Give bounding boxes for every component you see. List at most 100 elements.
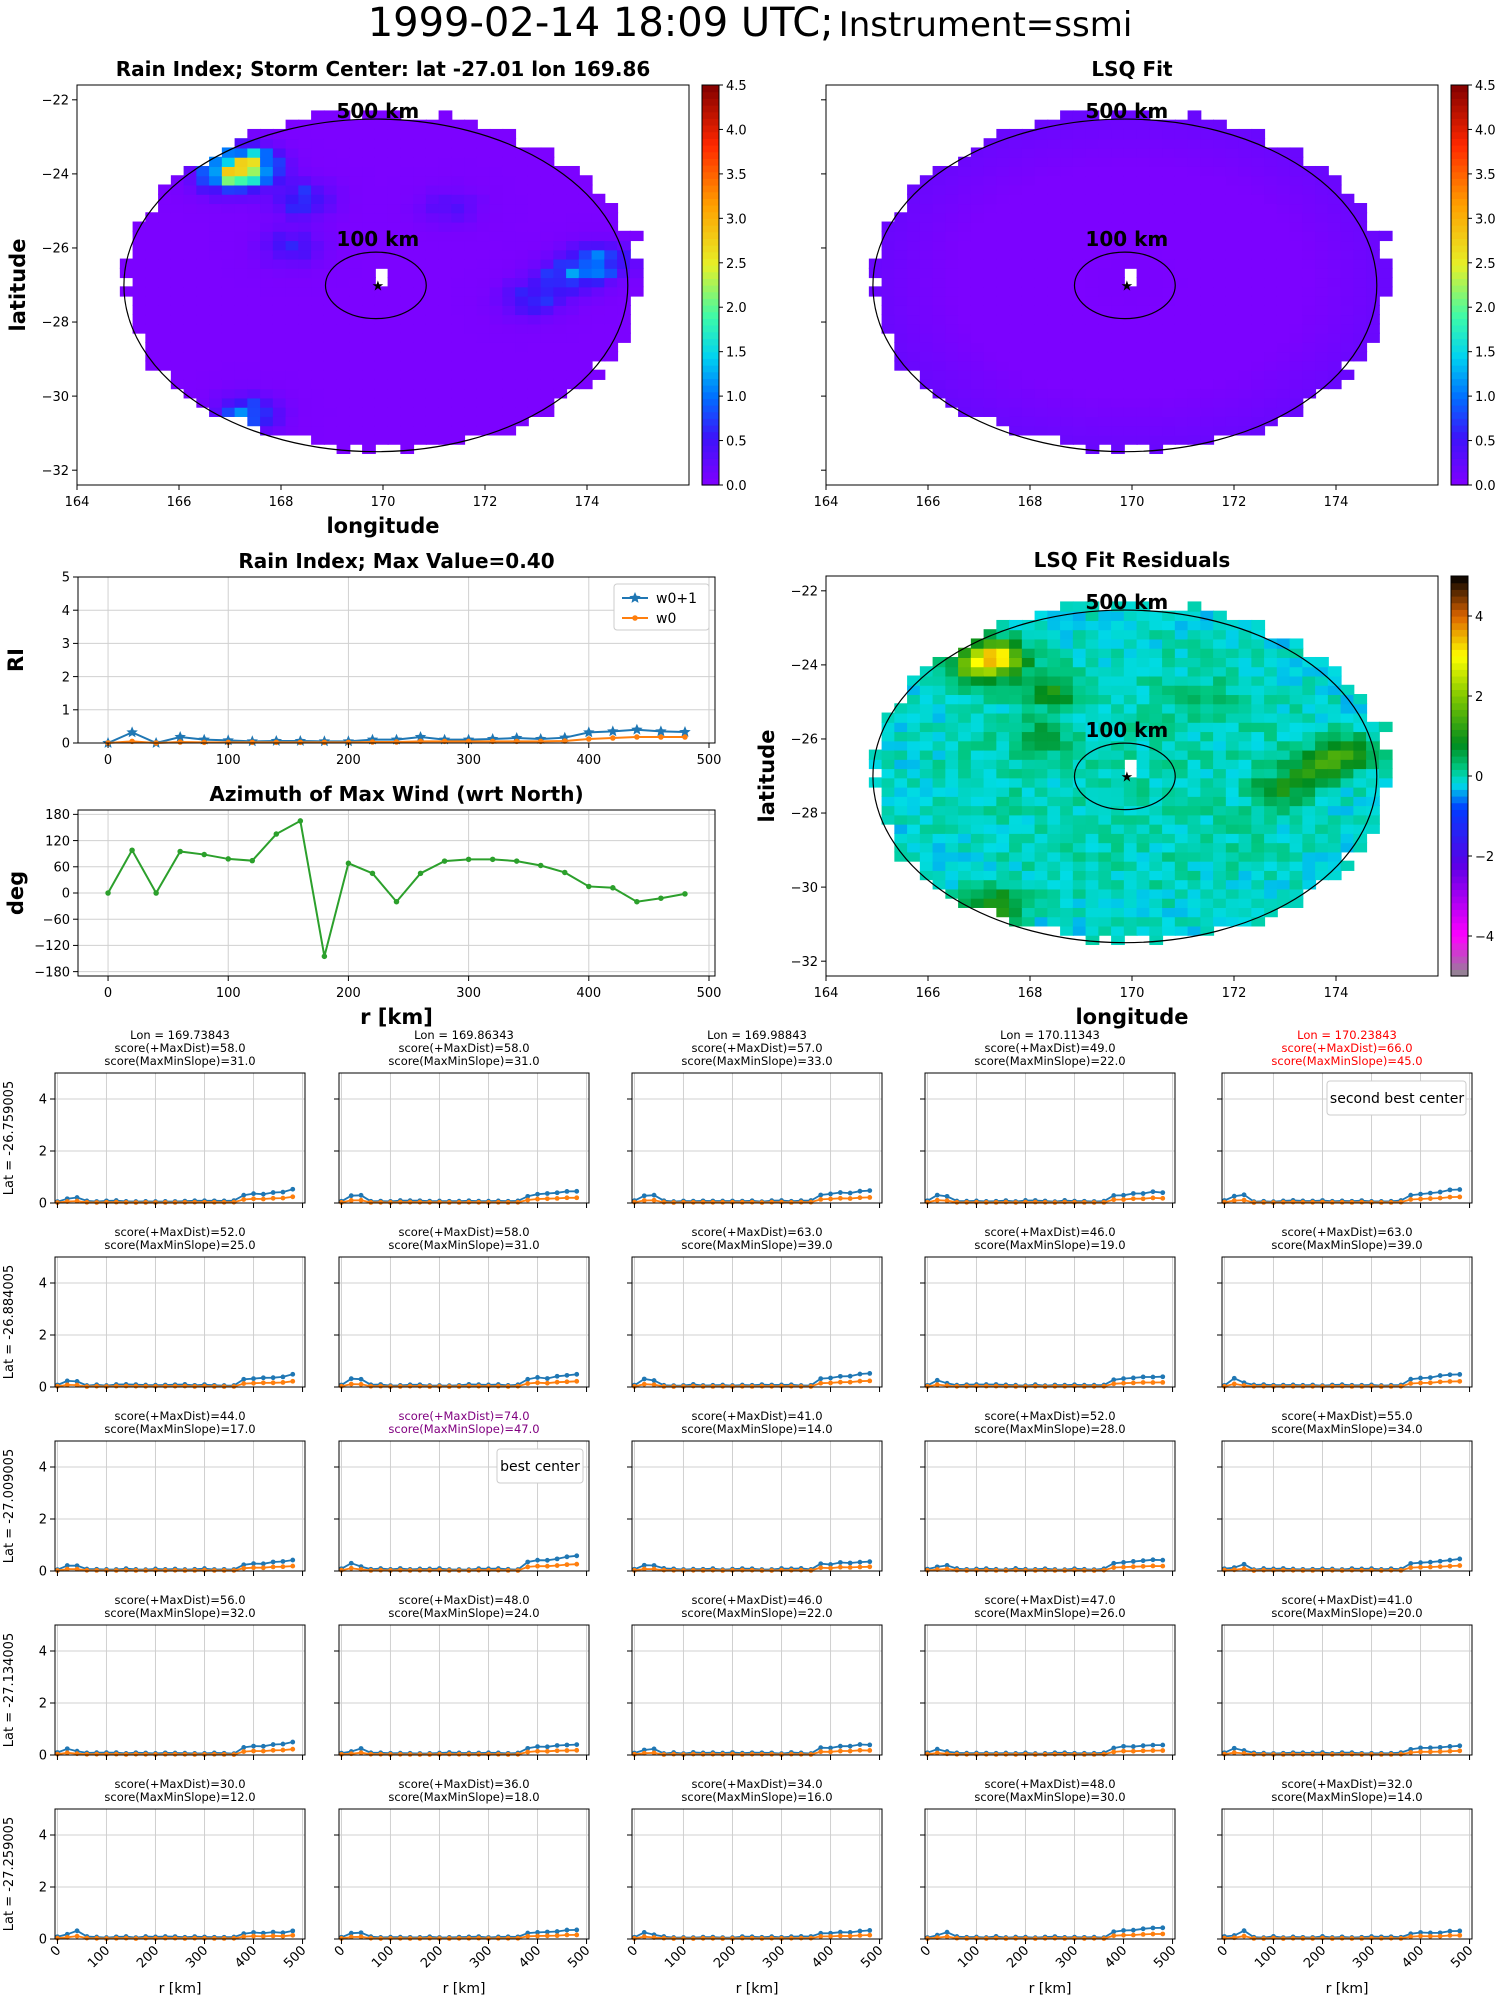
lsq_fit_map-cell <box>1174 221 1189 232</box>
rain_index_map-cell <box>413 332 427 343</box>
rain_index_map-cell <box>374 323 389 334</box>
rain_index_map-cell <box>158 212 172 223</box>
lsq_residuals_map-cell <box>1289 675 1304 686</box>
lsq_residuals_map-cell <box>1187 786 1202 797</box>
lsq_fit_map-cell <box>1034 425 1049 436</box>
lsq_fit_map-cell <box>1060 425 1074 436</box>
lsq_fit_map-cell <box>1315 323 1329 334</box>
rain_index_map-cell <box>527 314 542 325</box>
lsq_fit_map-cell <box>1072 415 1087 427</box>
lsq_residuals_map-cell <box>958 675 972 686</box>
lsq_fit_map-cell <box>1009 378 1023 390</box>
lsq_residuals_map-cell <box>1111 601 1125 612</box>
rain_index_map-cell <box>553 203 568 214</box>
lsq_residuals_map-cell <box>1174 851 1189 862</box>
lsq_fit_map-cell <box>932 184 947 195</box>
lsq_fit_map-cell <box>1009 147 1023 158</box>
rain_index_map-cell <box>298 314 313 325</box>
score-cell-0-1-point <box>535 1191 540 1197</box>
lsq_fit_map-cell <box>983 184 998 195</box>
lsq_residuals_map-cell <box>970 823 985 834</box>
lsq_residuals_map-cell <box>1174 842 1189 853</box>
lsq_fit_map-cell <box>1187 434 1202 445</box>
lsq_residuals_map-cell <box>1302 712 1317 723</box>
lsq_fit_map-cell <box>945 277 960 288</box>
rain_index_map-cell <box>362 249 376 260</box>
lsq_residuals_map-cell <box>1251 740 1266 751</box>
lsq_fit_map-cell <box>970 286 985 297</box>
lsq_residuals_map-cell <box>1047 879 1062 890</box>
lsq_residuals_map-cell <box>932 777 947 788</box>
lsq_fit_map-cell <box>1302 295 1317 306</box>
rain_index_map-cell <box>234 156 249 167</box>
rain_index_map-cell <box>476 378 491 390</box>
lsq_fit_map-cell <box>1200 351 1215 362</box>
rain_index_map-cell <box>298 388 313 399</box>
score-cell-1-2-point <box>681 1384 686 1389</box>
lsq_residuals_map-cell <box>1034 786 1049 797</box>
rain_index_map-cell <box>438 360 453 371</box>
lsq_residuals_map-colorbar-segment <box>1451 869 1468 877</box>
rain_index_map-cell <box>336 277 351 288</box>
lsq_fit_map-cell <box>1034 240 1049 251</box>
lsq_residuals_map-center-marker: ★ <box>1121 769 1134 785</box>
lsq_residuals_map-cell <box>1213 879 1227 890</box>
lsq_fit_map-cell <box>996 267 1011 279</box>
lsq_residuals_map-y-tick-label: −30 <box>791 881 818 896</box>
rain_index_map-cell <box>336 369 351 380</box>
score-cell-1-0-row-label: Lat = -26.884005 <box>2 1265 17 1379</box>
lsq_residuals_map-cell <box>1200 842 1215 853</box>
rain_index_map-cell <box>413 258 427 269</box>
lsq_residuals_map-cell <box>1276 842 1291 853</box>
rain_index_map-cell <box>183 175 198 186</box>
rain_index_map-cell <box>591 221 606 232</box>
rain_index_map-cell <box>438 221 453 232</box>
lsq_residuals_map-cell <box>970 897 985 908</box>
lsq_residuals_map-cell <box>958 897 972 908</box>
lsq_fit_map-cell <box>1111 110 1125 121</box>
rain_index_map-cell <box>489 360 504 371</box>
lsq_fit_map-cell <box>1072 388 1087 399</box>
rain_index_map-cell <box>260 388 274 399</box>
lsq_residuals_map-cell <box>1111 610 1125 621</box>
rain_index_map-cell <box>425 165 440 177</box>
score-cell-1-1-point <box>407 1383 413 1389</box>
lsq_fit_map-cell <box>919 221 934 232</box>
lsq_residuals_map-cell <box>1187 601 1202 612</box>
lsq_fit_map-colorbar-segment <box>1451 425 1468 433</box>
lsq_residuals_map-cell <box>894 851 909 862</box>
rain_index_map-colorbar-segment <box>702 258 719 266</box>
lsq_fit_map-cell <box>1225 397 1240 408</box>
lsq_fit_map-cell <box>1289 221 1304 232</box>
lsq_fit_map-cell <box>1264 369 1278 380</box>
azimuth_profile-point <box>369 870 376 877</box>
rain_index_map-colorbar-segment <box>702 205 719 213</box>
lsq_residuals_map-cell <box>1289 860 1304 871</box>
lsq_fit_map-cell <box>1060 378 1074 390</box>
rain_index_map-cell <box>323 203 338 214</box>
rain_index_profile-title: Rain Index; Max Value=0.40 <box>238 549 554 573</box>
lsq_residuals_map-cell <box>1264 777 1278 788</box>
lsq_residuals_map-colorbar-segment <box>1451 629 1468 637</box>
lsq_fit_map-cell <box>1047 249 1062 260</box>
azimuth_profile-point <box>537 862 544 869</box>
score-cell-2-2-title: score(+MaxDist)=41.0 <box>691 1409 822 1423</box>
score-cell-0-4-point <box>1437 1189 1443 1195</box>
lsq_fit_map-cell <box>1251 193 1266 205</box>
lsq_fit_map-cell <box>1009 369 1023 380</box>
lsq_fit_map-cell <box>1238 138 1253 149</box>
lsq_residuals_map-cell <box>1149 906 1164 918</box>
rain_index_map-colorbar-segment <box>702 105 719 113</box>
rain_index_map-colorbar-segment <box>702 145 719 153</box>
lsq_residuals_map-cell <box>1238 879 1253 890</box>
rain_index_map-cell <box>400 184 415 195</box>
lsq_fit_map-cell <box>1187 193 1202 205</box>
lsq_residuals_map-colorbar-segment <box>1451 922 1468 930</box>
lsq_residuals_map-cell <box>970 814 985 825</box>
rain_index_map-y-tick-label: −30 <box>42 390 69 405</box>
rain_index_map-cell <box>323 369 338 380</box>
lsq_residuals_map-cell <box>1136 656 1151 668</box>
rain_index_map-cell <box>349 388 364 399</box>
lsq_fit_map-cell <box>1047 369 1062 380</box>
lsq_residuals_map-cells <box>868 601 1393 946</box>
